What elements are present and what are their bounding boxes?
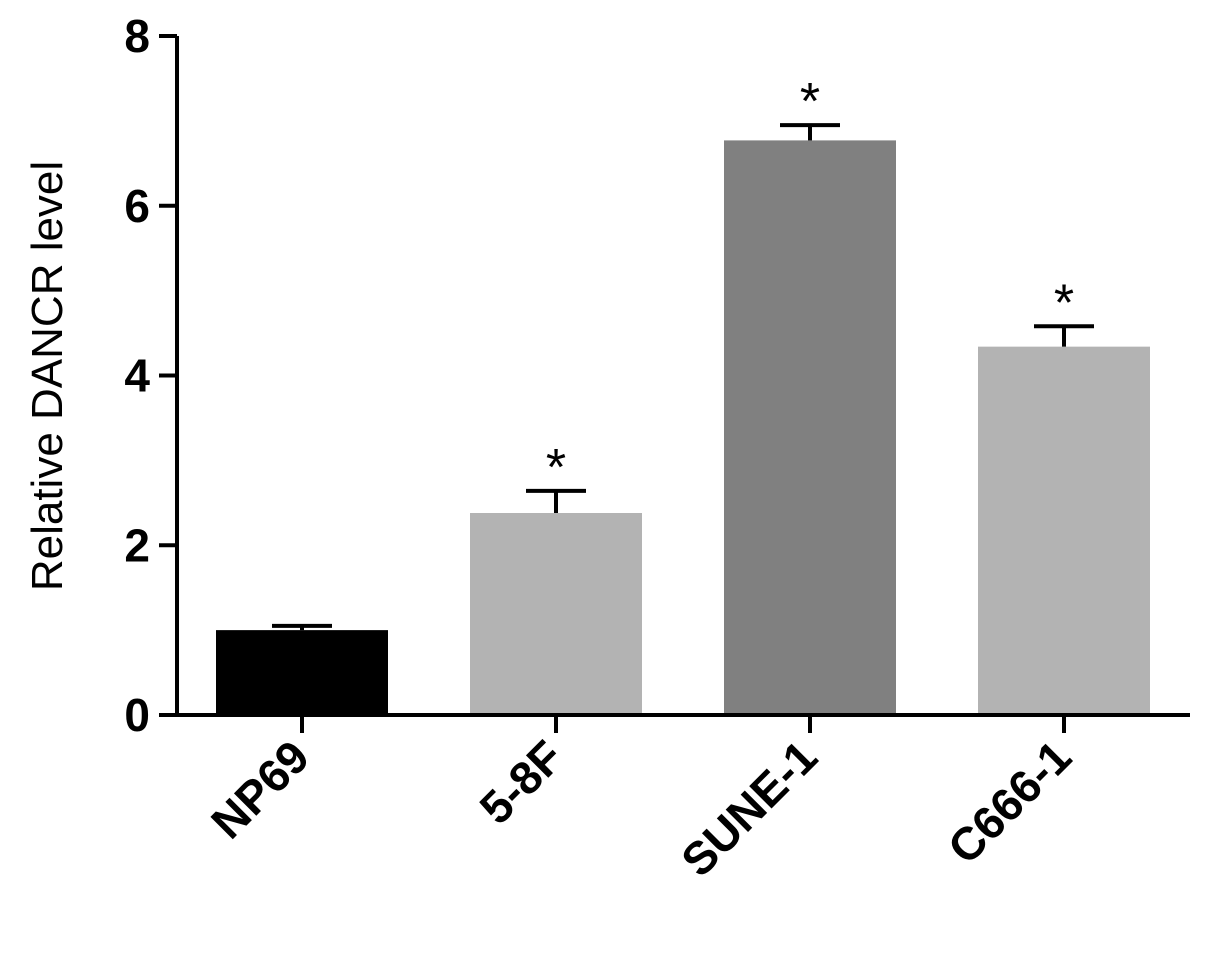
bar-c666-1 [978,346,1150,715]
y-tick-label: 4 [124,350,150,402]
bar-sune-1 [724,140,896,716]
bar-5-8f [470,512,642,715]
y-tick-label: 2 [124,519,150,571]
x-tick-label-5-8f: 5-8F [469,730,573,834]
x-tick-label-np69: NP69 [201,730,319,848]
x-tick-label-sune-1: SUNE-1 [671,730,827,886]
significance-marker: * [800,73,820,131]
bar-np69 [216,630,388,715]
y-tick-label: 6 [124,180,150,232]
y-axis-label: Relative DANCR level [23,161,72,591]
significance-marker: * [1054,274,1074,332]
significance-marker: * [546,439,566,497]
plot-area: * * * 0 2 4 6 8 NP69 5-8F SUNE-1 C666-1 [124,10,1190,886]
y-tick-label: 8 [124,10,150,62]
x-tick-label-c666-1: C666-1 [938,730,1081,873]
y-tick-label: 0 [124,689,150,741]
